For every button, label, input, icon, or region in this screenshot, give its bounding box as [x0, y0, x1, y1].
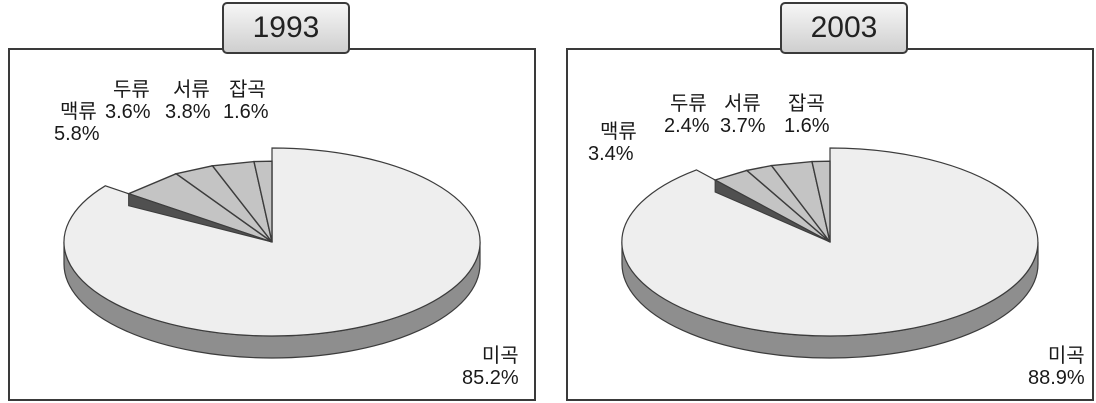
slice-category-label: 미곡	[1047, 343, 1085, 367]
chart-panel-2003: 2003 맥류 3.4% 두류 2.4% 서류 3.7% 잡곡 1.6% 미곡 …	[566, 0, 1094, 403]
pie-chart-2003	[621, 147, 1039, 359]
slice-label-group: 미곡 85.2%	[462, 344, 519, 390]
slice-category-label: 서류	[724, 91, 761, 115]
slice-side-barley	[128, 193, 273, 243]
slice-value-label: 85.2%	[462, 367, 519, 389]
slice-label-group: 잡곡 1.6%	[784, 92, 830, 138]
slice-category-label: 미곡	[481, 343, 519, 367]
slice-label-group: 맥류 5.8%	[54, 100, 100, 146]
pie-chart-1993	[63, 147, 481, 359]
slice-label-group: 미곡 88.9%	[1028, 344, 1085, 390]
slice-label-group: 서류 3.7%	[720, 92, 766, 138]
slice-side-barley	[714, 179, 831, 243]
chart-title: 1993	[222, 2, 350, 54]
slice-value-label: 3.6%	[105, 101, 151, 123]
slice-label-group: 맥류 3.4%	[588, 120, 637, 166]
slice-label-group: 두류 2.4%	[664, 92, 710, 138]
slice-value-label: 1.6%	[784, 115, 830, 137]
slice-category-label: 맥류	[60, 99, 97, 123]
slice-label-group: 서류 3.8%	[165, 78, 211, 124]
slice-value-label: 88.9%	[1028, 367, 1085, 389]
slice-value-label: 3.4%	[588, 143, 634, 165]
slice-misc-grains	[253, 160, 273, 243]
slice-category-label: 두류	[113, 77, 150, 101]
slice-category-label: 잡곡	[788, 91, 825, 115]
slice-value-label: 3.7%	[720, 115, 766, 137]
slice-category-label: 잡곡	[229, 77, 266, 101]
chart-title: 2003	[780, 2, 908, 54]
slice-value-label: 3.8%	[165, 101, 211, 123]
chart-panel-1993: 1993 맥류 5.8% 두류 3.6% 서류 3.8% 잡곡 1.6% 미곡 …	[8, 0, 536, 403]
slice-category-label: 맥류	[600, 119, 637, 143]
slice-category-label: 두류	[670, 91, 707, 115]
slice-category-label: 서류	[173, 77, 210, 101]
slice-value-label: 5.8%	[54, 123, 100, 145]
slice-label-group: 두류 3.6%	[105, 78, 151, 124]
slice-value-label: 2.4%	[664, 115, 710, 137]
slice-misc-grains	[811, 160, 831, 243]
slice-label-group: 잡곡 1.6%	[223, 78, 269, 124]
slice-value-label: 1.6%	[223, 101, 269, 123]
